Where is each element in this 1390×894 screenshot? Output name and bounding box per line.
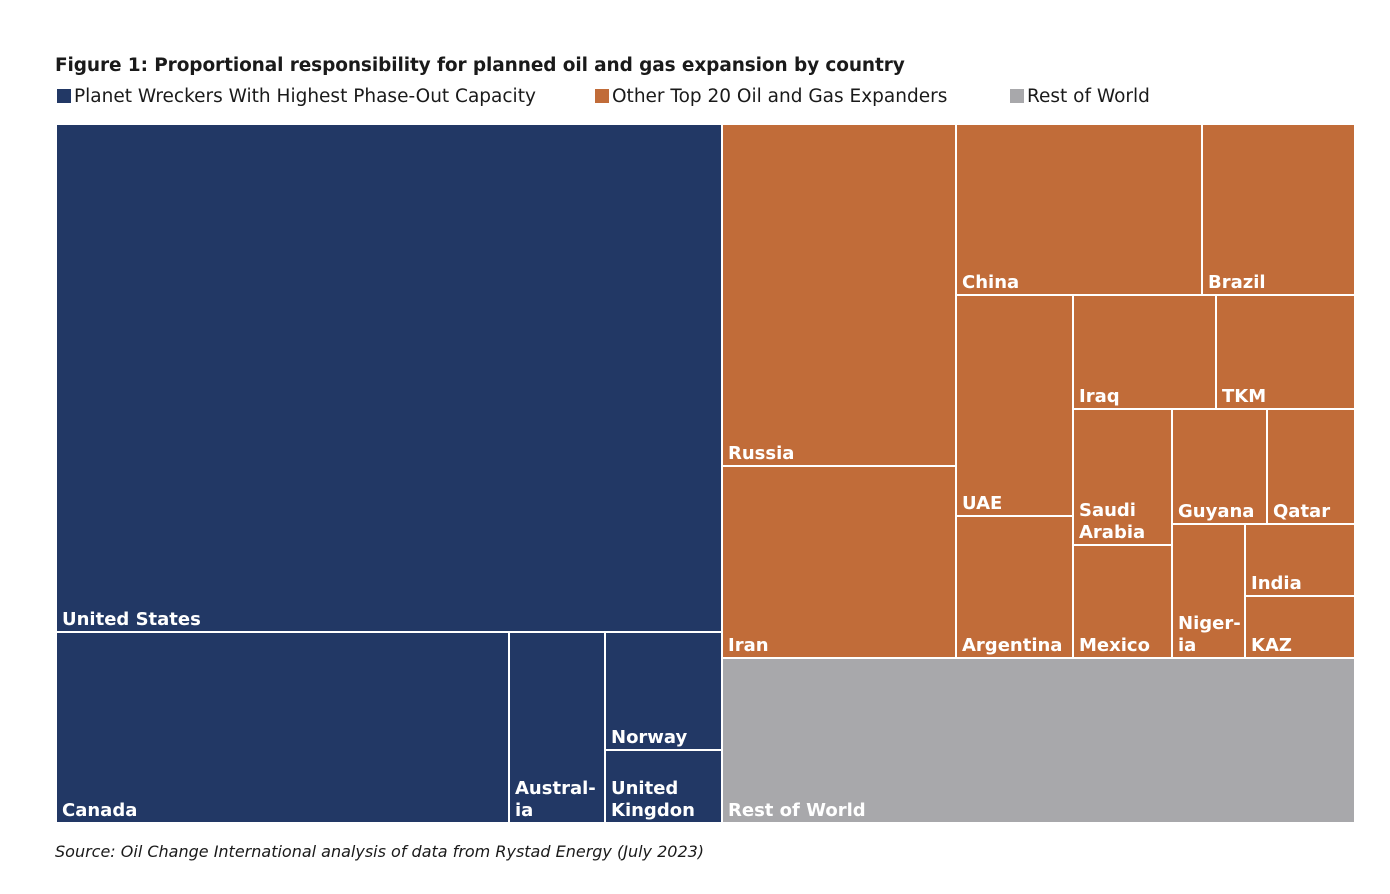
- treemap-label-brazil: Brazil: [1208, 272, 1266, 293]
- treemap-label-saudi-arabia: Saudi Arabia: [1079, 500, 1145, 543]
- legend-label-other-expanders: Other Top 20 Oil and Gas Expanders: [612, 85, 948, 107]
- treemap-cell-iran: [721, 465, 957, 659]
- treemap-label-qatar: Qatar: [1273, 501, 1330, 522]
- legend-item-other-expanders: Other Top 20 Oil and Gas Expanders: [595, 84, 947, 108]
- treemap-label-kaz: KAZ: [1251, 635, 1292, 656]
- treemap-label-tkm: TKM: [1222, 386, 1266, 407]
- treemap-cell-iraq: [1072, 294, 1217, 410]
- treemap-label-rest-of-world: Rest of World: [728, 800, 866, 821]
- treemap-label-canada: Canada: [62, 800, 137, 821]
- treemap-cell-united-kingdon: [604, 749, 723, 824]
- treemap-label-uae: UAE: [962, 493, 1002, 514]
- legend-swatch-other-expanders: [595, 89, 609, 103]
- treemap-label-iraq: Iraq: [1079, 386, 1120, 407]
- treemap-label-niger-ia: Niger-ia: [1178, 613, 1241, 656]
- treemap-cell-brazil: [1201, 123, 1356, 296]
- treemap-label-austral-ia: Austral-ia: [515, 778, 596, 821]
- treemap-label-norway: Norway: [611, 727, 688, 748]
- treemap-cell-rest-of-world: [721, 657, 1356, 824]
- treemap-label-china: China: [962, 272, 1019, 293]
- treemap-cell-saudi-arabia: [1072, 408, 1173, 546]
- treemap-cell-guyana: [1171, 408, 1268, 525]
- treemap-cell-china: [955, 123, 1203, 296]
- treemap-cell-niger-ia: [1171, 523, 1246, 659]
- treemap-cell-india: [1244, 523, 1356, 597]
- treemap-label-mexico: Mexico: [1079, 635, 1150, 656]
- legend-item-planet-wreckers: Planet Wreckers With Highest Phase-Out C…: [57, 84, 536, 108]
- treemap-cell-tkm: [1215, 294, 1356, 410]
- treemap-cell-uae: [955, 294, 1074, 517]
- treemap-label-guyana: Guyana: [1178, 501, 1254, 522]
- legend-label-planet-wreckers: Planet Wreckers With Highest Phase-Out C…: [74, 85, 536, 107]
- treemap-label-india: India: [1251, 573, 1302, 594]
- treemap-label-argentina: Argentina: [962, 635, 1062, 656]
- treemap-label-united-states: United States: [62, 609, 201, 630]
- treemap-cell-russia: [721, 123, 957, 467]
- treemap-cell-canada: [55, 631, 510, 824]
- legend-label-rest-of-world: Rest of World: [1027, 85, 1150, 107]
- chart-title: Figure 1: Proportional responsibility fo…: [55, 55, 905, 76]
- legend-swatch-rest-of-world: [1010, 89, 1024, 103]
- treemap-cell-kaz: [1244, 595, 1356, 659]
- source-note: Source: Oil Change International analysi…: [55, 842, 705, 861]
- treemap-label-russia: Russia: [728, 443, 794, 464]
- treemap-cell-united-states: [55, 123, 723, 633]
- treemap-label-iran: Iran: [728, 635, 769, 656]
- legend-item-rest-of-world: Rest of World: [1010, 84, 1150, 108]
- legend-swatch-planet-wreckers: [57, 89, 71, 103]
- treemap-label-united-kingdon: United Kingdon: [611, 778, 695, 821]
- treemap-cell-austral-ia: [508, 631, 606, 824]
- treemap-cell-qatar: [1266, 408, 1356, 525]
